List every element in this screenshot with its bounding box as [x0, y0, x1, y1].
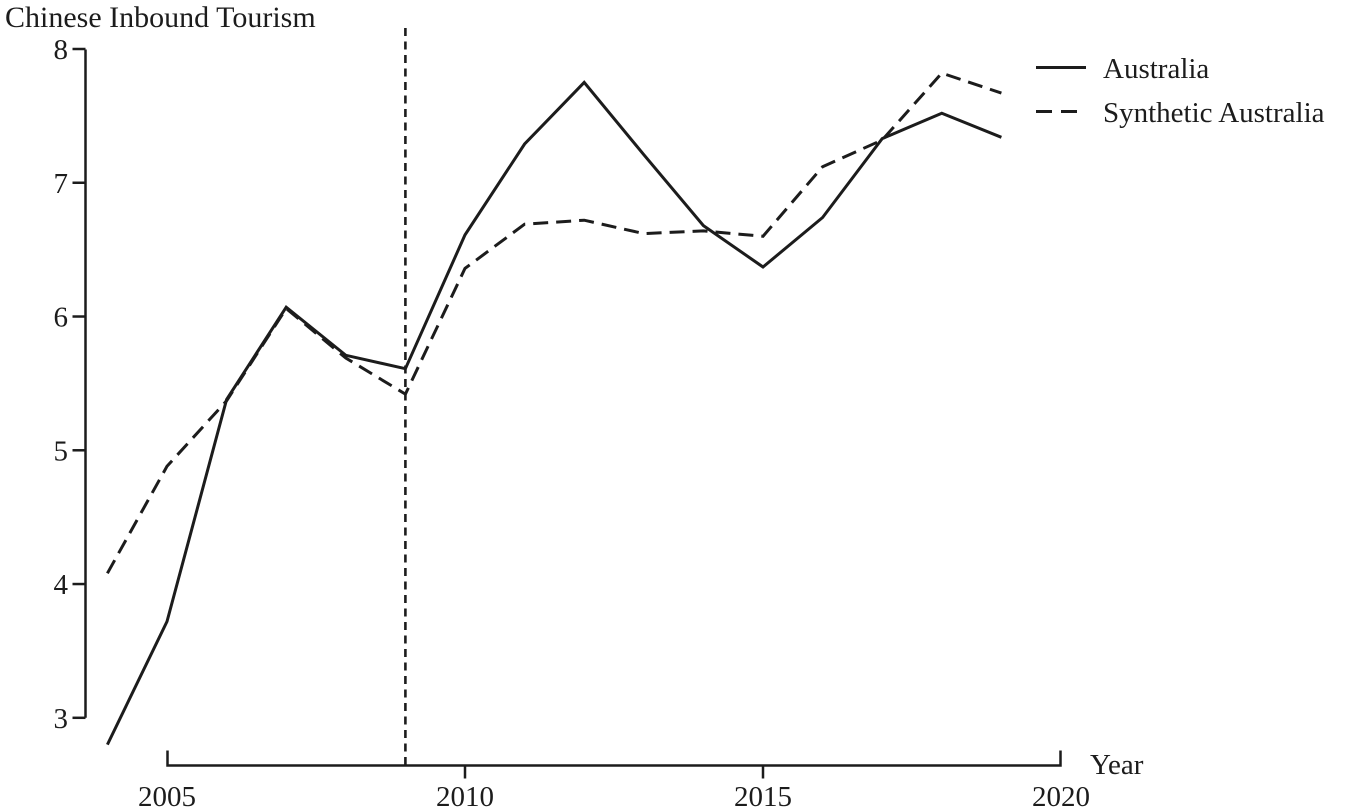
- y-tick-label: 4: [54, 569, 69, 601]
- x-ticks: [463, 765, 765, 779]
- chart-title: Chinese Inbound Tourism: [5, 1, 316, 34]
- y-tick-label: 6: [54, 302, 69, 334]
- y-tick-label: 7: [54, 168, 69, 200]
- legend-label-australia: Australia: [1103, 53, 1209, 85]
- x-tick-label: 2015: [734, 781, 792, 809]
- series-line-synthetic-australia: [106, 71, 1002, 575]
- y-tick-label: 3: [54, 703, 69, 735]
- y-axis: [72, 47, 87, 720]
- x-tick-label: 2020: [1032, 781, 1090, 809]
- x-tick-labels: 2005 2010 2015 2020: [138, 781, 1090, 809]
- series-group: [106, 71, 1002, 746]
- x-axis-line: [166, 750, 1062, 767]
- series-line-australia: [106, 80, 1002, 746]
- x-tick-label: 2005: [138, 781, 196, 809]
- y-tick-labels: 3 4 5 6 7 8: [54, 34, 69, 735]
- legend: Australia Synthetic Australia: [1036, 53, 1325, 129]
- x-axis-title: Year: [1090, 749, 1144, 781]
- y-ticks: [72, 47, 86, 720]
- y-tick-label: 8: [54, 34, 69, 66]
- y-tick-label: 5: [54, 435, 69, 467]
- x-tick-label: 2010: [436, 781, 494, 809]
- legend-label-synthetic-australia: Synthetic Australia: [1103, 97, 1325, 129]
- x-axis: [166, 750, 1062, 779]
